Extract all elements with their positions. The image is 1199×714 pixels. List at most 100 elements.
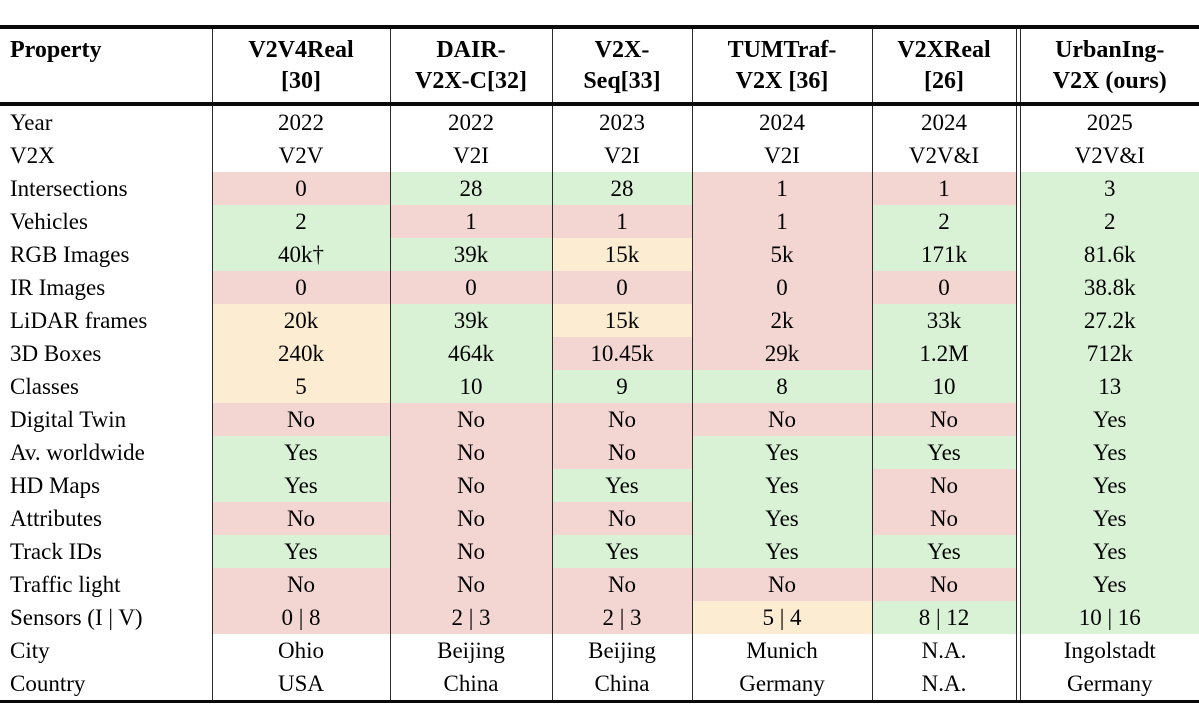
cell: 15k xyxy=(551,238,692,271)
cell: Yes xyxy=(1020,568,1199,601)
double-rule-spacer xyxy=(1015,271,1021,304)
property-label: RGB Images xyxy=(0,238,212,271)
double-rule-spacer xyxy=(1015,568,1021,601)
cell: No xyxy=(211,502,390,535)
double-rule-spacer xyxy=(1015,304,1021,337)
double-rule-spacer xyxy=(1015,238,1021,271)
cell: Beijing xyxy=(389,634,552,667)
table-row: Track IDs Yes No Yes Yes Yes Yes xyxy=(0,535,1199,568)
cell: No xyxy=(389,568,552,601)
double-rule-spacer xyxy=(1015,172,1021,205)
table-row: 3D Boxes 240k 464k 10.45k 29k 1.2M 712k xyxy=(0,337,1199,370)
column-header-v2v4real: V2V4Real [30] xyxy=(211,27,390,106)
cell: 1 xyxy=(691,172,872,205)
cell: Yes xyxy=(551,469,692,502)
cell: V2V&I xyxy=(1074,143,1145,168)
cell: 10 xyxy=(389,370,552,403)
cell: V2I xyxy=(389,139,552,172)
cell: 39k xyxy=(389,304,552,337)
cell: 15k xyxy=(551,304,692,337)
double-rule-spacer xyxy=(1015,403,1021,436)
dataset-comparison-table: Property V2V4Real [30] DAIR- V2X-C[32] V2X- Se… xyxy=(0,25,1199,703)
property-label: Vehicles xyxy=(0,205,212,238)
cell: No xyxy=(551,568,692,601)
table-row: Traffic light No No No No No Yes xyxy=(0,568,1199,601)
cell: 2023 xyxy=(551,104,692,139)
table-header: Property V2V4Real [30] DAIR- V2X-C[32] V2X- Se… xyxy=(0,27,1199,106)
cell: No xyxy=(389,502,552,535)
cell: 1.2M xyxy=(871,337,1016,370)
cell: Yes xyxy=(871,535,1016,568)
double-rule-spacer xyxy=(1015,139,1021,172)
column-header-dair-v2x-c: DAIR- V2X-C[32] xyxy=(389,27,552,106)
property-label: IR Images xyxy=(0,271,212,304)
cell: 1 xyxy=(691,205,872,238)
cell: Yes xyxy=(1020,403,1199,436)
cell: Yes xyxy=(1020,469,1199,502)
property-label: Sensors (I | V) xyxy=(0,601,212,634)
cell: 8 | 12 xyxy=(871,601,1016,634)
column-header-line: V2X [36] xyxy=(735,68,829,94)
cell: 29k xyxy=(691,337,872,370)
cell: Yes xyxy=(871,436,1016,469)
cell: 0 xyxy=(871,271,1016,304)
cell: No xyxy=(551,436,692,469)
cell: 240k xyxy=(211,337,390,370)
cell: 2 | 3 xyxy=(389,601,552,634)
double-rule-spacer xyxy=(1015,667,1021,702)
property-label: HD Maps xyxy=(0,469,212,502)
cell: 1 xyxy=(551,205,692,238)
cell: N.A. xyxy=(871,667,1016,702)
cell: Yes xyxy=(1020,436,1199,469)
cell: 171k xyxy=(871,238,1016,271)
cell: No xyxy=(389,403,552,436)
table-row: Country USA China China Germany N.A. Germany xyxy=(0,667,1199,702)
cell: Ingolstadt xyxy=(1063,638,1156,663)
cell: 5k xyxy=(691,238,872,271)
cell: Yes xyxy=(691,535,872,568)
cell: 8 xyxy=(691,370,872,403)
cell: 33k xyxy=(871,304,1016,337)
double-rule-spacer xyxy=(1015,337,1021,370)
double-rule-spacer xyxy=(1015,601,1021,634)
column-header-tumtraf-v2x: TUMTraf- V2X [36] xyxy=(691,27,872,106)
cell: 39k xyxy=(389,238,552,271)
double-rule-spacer xyxy=(1015,469,1021,502)
cell: Yes xyxy=(551,535,692,568)
property-label: V2X xyxy=(0,139,212,172)
cell: Yes xyxy=(1020,502,1199,535)
cell: No xyxy=(871,502,1016,535)
property-label: Digital Twin xyxy=(0,403,212,436)
cell: 10 xyxy=(871,370,1016,403)
cell: 0 xyxy=(691,271,872,304)
cell: Yes xyxy=(691,469,872,502)
double-rule-spacer xyxy=(1015,370,1021,403)
cell: China xyxy=(551,667,692,702)
cell: No xyxy=(691,403,872,436)
table-row: Classes 5 10 9 8 10 13 xyxy=(0,370,1199,403)
cell: Yes xyxy=(1020,535,1199,568)
table-row: Attributes No No No Yes No Yes xyxy=(0,502,1199,535)
double-rule-spacer xyxy=(1015,27,1021,106)
cell: No xyxy=(551,403,692,436)
cell: 2022 xyxy=(389,104,552,139)
cell: Yes xyxy=(691,436,872,469)
cell: Germany xyxy=(1066,671,1153,696)
property-label: Track IDs xyxy=(0,535,212,568)
cell: V2I xyxy=(551,139,692,172)
cell: 13 xyxy=(1020,370,1199,403)
cell: 10.45k xyxy=(551,337,692,370)
cell: 10 | 16 xyxy=(1020,601,1199,634)
cell: Yes xyxy=(211,436,390,469)
header-row: Property V2V4Real [30] DAIR- V2X-C[32] V2X- Se… xyxy=(0,27,1199,106)
cell: Yes xyxy=(211,469,390,502)
cell: 5 | 4 xyxy=(691,601,872,634)
cell: 28 xyxy=(389,172,552,205)
cell: No xyxy=(691,568,872,601)
column-header-v2xreal: V2XReal [26] xyxy=(871,27,1016,106)
table-row: IR Images 0 0 0 0 0 38.8k xyxy=(0,271,1199,304)
column-header-line: V2X- xyxy=(594,37,650,63)
cell: 0 xyxy=(551,271,692,304)
column-header-urbaning-v2x: UrbanIng- V2X (ours) xyxy=(1020,27,1199,106)
double-rule-spacer xyxy=(1015,436,1021,469)
